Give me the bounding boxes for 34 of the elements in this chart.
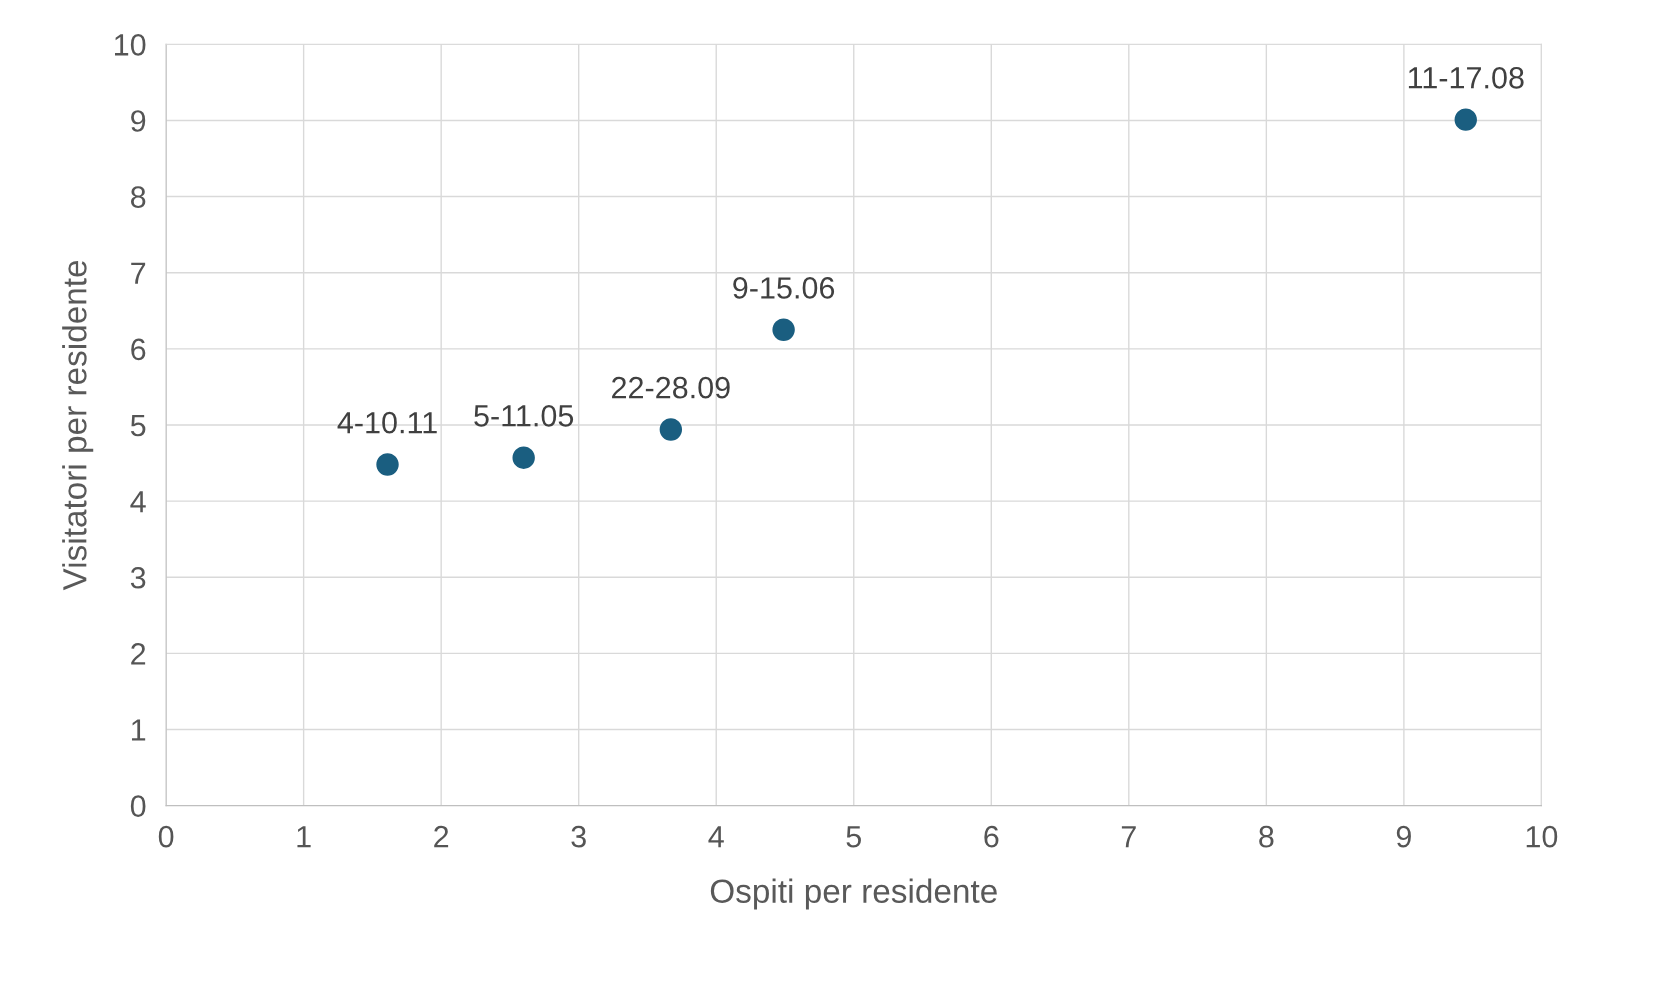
annotation: 4-10.11 — [337, 411, 437, 434]
point — [772, 318, 795, 341]
y-tick-label: 6 — [131, 338, 146, 361]
x-tick-label: 5 — [846, 826, 861, 848]
y-axis-title: Visitatori per residente — [62, 260, 94, 591]
y-tick-label: 7 — [131, 262, 146, 284]
x-tick-label: 7 — [1121, 826, 1136, 848]
point — [376, 453, 399, 476]
y-tick-label: 1 — [131, 719, 146, 741]
y-tick-label: 0 — [130, 795, 146, 817]
annotation: 9-15.06 — [733, 277, 835, 299]
y-tick-label: 10 — [115, 34, 146, 56]
x-tick-label: 1 — [297, 826, 311, 848]
point — [1454, 108, 1477, 131]
x-tick-label: 10 — [1526, 825, 1558, 848]
y-tick-label: 8 — [130, 186, 146, 208]
annotation: 22-28.09 — [612, 376, 730, 399]
x-axis-title: Ospiti per residente — [710, 878, 997, 910]
annotation: 11-17.08 — [1408, 67, 1524, 89]
annotation: 5-11.05 — [474, 405, 574, 427]
x-tick-label: 4 — [708, 826, 724, 848]
x-tick-label: 3 — [571, 825, 586, 848]
x-tick-label: 8 — [1259, 825, 1274, 848]
y-tick-label: 4 — [130, 491, 146, 513]
y-tick-label: 2 — [131, 643, 146, 665]
y-tick-label: 9 — [131, 110, 146, 132]
y-tick-label: 3 — [130, 566, 146, 589]
x-tick-label: 6 — [984, 825, 999, 848]
x-tick-label: 0 — [158, 825, 174, 848]
x-tick-label: 2 — [434, 825, 449, 848]
point — [659, 418, 683, 441]
y-tick-label: 5 — [130, 415, 146, 437]
point — [512, 446, 535, 469]
x-tick-label: 9 — [1396, 825, 1411, 848]
